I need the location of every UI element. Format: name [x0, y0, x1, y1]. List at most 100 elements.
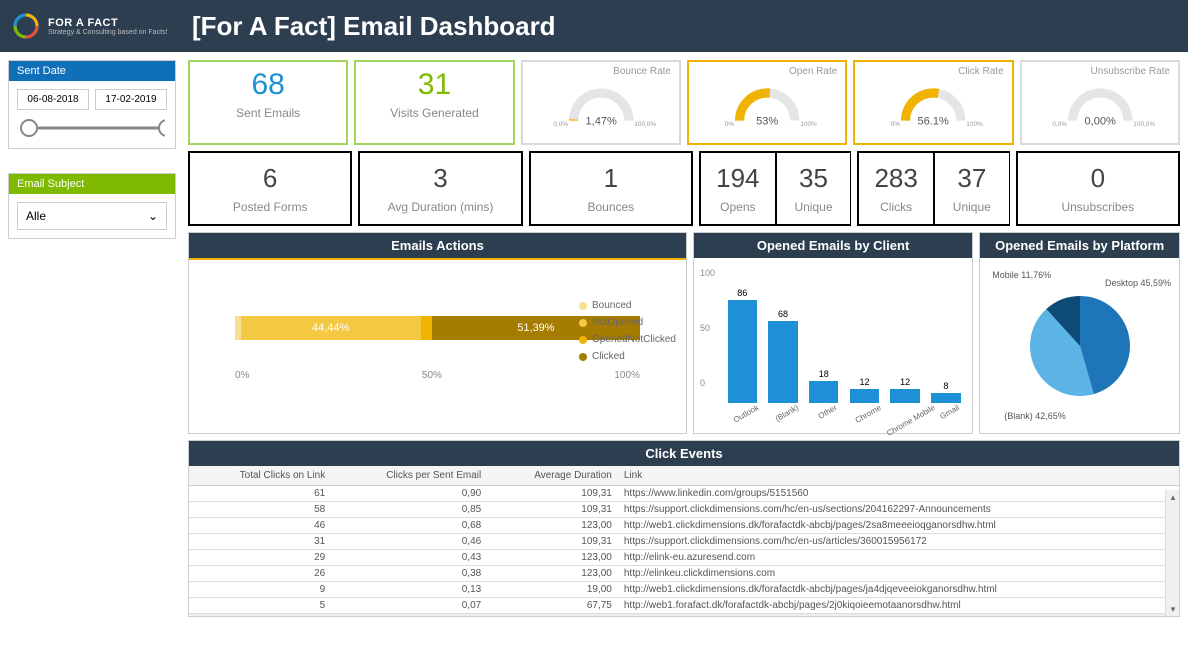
svg-text:100%: 100%: [967, 121, 984, 128]
table-scrollbar[interactable]: ▴ ▾: [1165, 490, 1179, 616]
dropdown-value: Alle: [26, 209, 46, 223]
gauge-unsubscribe-rate: Unsubscribe Rate 0,00% 0,0% 100,0%: [1020, 60, 1180, 145]
kpi-posted-forms: 6 Posted Forms: [188, 151, 352, 226]
bar-column: 12 Chrome: [846, 389, 883, 403]
svg-text:0,00%: 0,00%: [1084, 115, 1115, 127]
panel-header: Opened Emails by Platform: [980, 233, 1179, 258]
gauge-title: Unsubscribe Rate: [1090, 66, 1169, 77]
kpi-avg-duration: 3 Avg Duration (mins): [358, 151, 522, 226]
kpi-label: Posted Forms: [194, 200, 346, 214]
stat-value: 1: [535, 163, 687, 194]
stat-label: Opens: [705, 200, 771, 214]
gauge-bounce-rate: Bounce Rate 1,47% 0,0% 100,0%: [521, 60, 681, 145]
scroll-down-icon[interactable]: ▾: [1166, 602, 1179, 616]
svg-text:0,0%: 0,0%: [553, 121, 568, 128]
table-total: 4,16: [331, 614, 487, 617]
bar-chart: 86 Outlook 68 (Blank) 18 Other 12 Chrome…: [724, 268, 964, 403]
svg-text:100,0%: 100,0%: [1133, 121, 1155, 128]
svg-text:53%: 53%: [756, 115, 778, 127]
stat-value: 283: [863, 163, 929, 194]
legend-item: NotOpened: [579, 317, 676, 328]
panel-click-events: Click Events Total Clicks on LinkClicks …: [188, 440, 1180, 617]
stat-value: 37: [939, 163, 1005, 194]
stat-label: Clicks: [863, 200, 929, 214]
kpi-label: Sent Emails: [194, 106, 342, 120]
bar-column: 86 Outlook: [724, 300, 761, 403]
gauge-open-rate: Open Rate 53% 0% 100%: [687, 60, 847, 145]
table-row[interactable]: 5 0,07 67,75 http://web1.forafact.dk/for…: [189, 598, 1179, 614]
bar-column: 12 Chrome Mobile: [887, 389, 924, 403]
stat-value: 35: [781, 163, 847, 194]
table-total: 283: [189, 614, 331, 617]
panel-header: Emails Actions: [189, 233, 686, 258]
logo: FOR A FACT Strategy & Consulting based o…: [12, 12, 182, 40]
table-row[interactable]: 61 0,90 109,31 https://www.linkedin.com/…: [189, 486, 1179, 502]
stat-value: 194: [705, 163, 771, 194]
svg-text:0,0%: 0,0%: [1052, 121, 1067, 128]
table-row[interactable]: 46 0,68 123,00 http://web1.clickdimensio…: [189, 518, 1179, 534]
stat-value: 0: [1022, 163, 1174, 194]
svg-text:100,0%: 100,0%: [634, 121, 656, 128]
date-to-input[interactable]: 17-02-2019: [95, 89, 167, 110]
kpi-value: 68: [194, 68, 342, 102]
kpi-label: Visits Generated: [360, 106, 508, 120]
gauge-click-rate: Click Rate 56.1% 0% 100%: [853, 60, 1013, 145]
panel-opened-by-platform: Opened Emails by Platform Mobile 11,76% …: [979, 232, 1180, 434]
panel-header: Opened Emails by Client: [694, 233, 972, 258]
svg-text:0%: 0%: [891, 121, 901, 128]
logo-subtitle: Strategy & Consulting based on Facts!: [48, 29, 167, 36]
date-range-slider[interactable]: [9, 118, 175, 148]
stat-label: Unique: [939, 200, 1005, 214]
sidebar: Sent Date 06-08-2018 17-02-2019 Email Su…: [0, 52, 184, 665]
kpi-label: Avg Duration (mins): [364, 200, 516, 214]
svg-text:1,47%: 1,47%: [585, 115, 616, 127]
table-row[interactable]: 58 0,85 109,31 https://support.clickdime…: [189, 502, 1179, 518]
page-title: [For A Fact] Email Dashboard: [192, 11, 556, 42]
main-content: 68 Sent Emails 31 Visits Generated Bounc…: [184, 52, 1188, 665]
svg-text:56.1%: 56.1%: [918, 115, 949, 127]
panel-emails-actions: Emails Actions 44,44%51,39% 0% 50% 100% …: [188, 232, 687, 434]
bar-column: 18 Other: [805, 381, 842, 403]
filter-email-subject: Email Subject Alle ⌄: [8, 173, 176, 239]
top-bar: FOR A FACT Strategy & Consulting based o…: [0, 0, 1188, 52]
date-from-input[interactable]: 06-08-2018: [17, 89, 89, 110]
kpi-sent-emails: 68 Sent Emails: [188, 60, 348, 145]
legend-item: OpenedNotClicked: [579, 334, 676, 345]
gauge-title: Open Rate: [789, 66, 837, 77]
scroll-up-icon[interactable]: ▴: [1166, 490, 1179, 504]
stat-bounces: 1 Bounces: [529, 151, 693, 226]
table-row[interactable]: 26 0,38 123,00 http://elinkeu.clickdimen…: [189, 566, 1179, 582]
panel-header: Click Events: [189, 441, 1179, 466]
pie-label-blank: (Blank) 42,65%: [1004, 411, 1066, 421]
table-header[interactable]: Total Clicks on Link: [189, 466, 331, 486]
bar-column: 8 Gmail: [928, 393, 965, 403]
chevron-down-icon: ⌄: [148, 209, 158, 223]
kpi-visits: 31 Visits Generated: [354, 60, 514, 145]
pie-label-desktop: Desktop 45,59%: [1105, 278, 1171, 288]
panel-opened-by-client: Opened Emails by Client 100 50 0 86 Outl…: [693, 232, 973, 434]
stat-label: Unique: [781, 200, 847, 214]
logo-text: FOR A FACT: [48, 17, 167, 29]
table-header[interactable]: Average Duration: [487, 466, 618, 486]
table-total: 186,67: [487, 614, 618, 617]
pie-chart: Mobile 11,76% Desktop 45,59% (Blank) 42,…: [986, 264, 1173, 427]
kpi-value: 31: [360, 68, 508, 102]
stat-label: Unsubscribes: [1022, 200, 1174, 214]
chart-y-axis: 100 50 0: [700, 268, 715, 388]
legend-item: Bounced: [579, 300, 676, 311]
kpi-value: 3: [364, 163, 516, 194]
filter-sent-date: Sent Date 06-08-2018 17-02-2019: [8, 60, 176, 149]
stat-label: Bounces: [535, 200, 687, 214]
bar-column: 68 (Blank): [765, 321, 802, 403]
stacked-segment: 44,44%: [241, 316, 421, 340]
table-row[interactable]: 9 0,13 19,00 http://web1.clickdimensions…: [189, 582, 1179, 598]
legend-item: Clicked: [579, 351, 676, 362]
table-row[interactable]: 31 0,46 109,31 https://support.clickdime…: [189, 534, 1179, 550]
email-subject-dropdown[interactable]: Alle ⌄: [17, 202, 167, 230]
svg-text:0%: 0%: [725, 121, 735, 128]
table-header[interactable]: Link: [618, 466, 1179, 486]
click-events-table: Total Clicks on LinkClicks per Sent Emai…: [189, 466, 1179, 616]
table-row[interactable]: 29 0,43 123,00 http://elink-eu.azuresend…: [189, 550, 1179, 566]
table-header[interactable]: Clicks per Sent Email: [331, 466, 487, 486]
svg-text:100%: 100%: [800, 121, 817, 128]
